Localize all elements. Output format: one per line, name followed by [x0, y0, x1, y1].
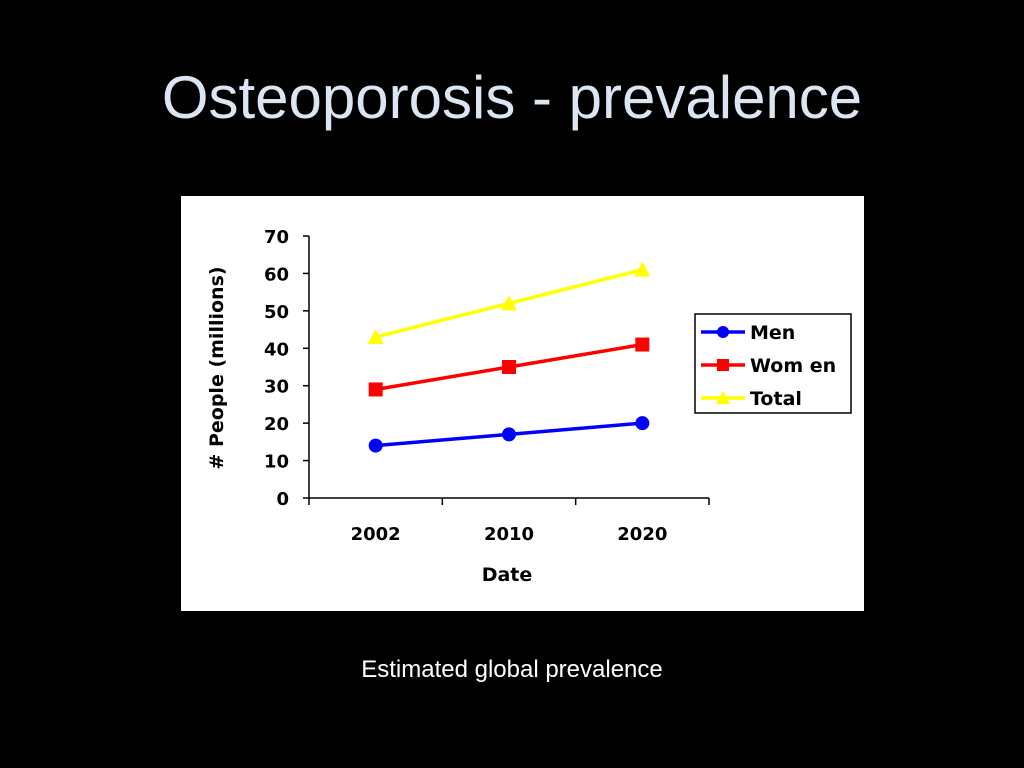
legend-entry-men: Men — [701, 322, 795, 344]
legend-entry-women: Wom en — [701, 355, 836, 377]
data-point-women — [368, 382, 383, 397]
data-point-men — [635, 416, 650, 431]
data-point-men — [502, 427, 516, 442]
y-tick-label: 20 — [264, 414, 289, 435]
y-tick-label: 30 — [264, 377, 289, 398]
legend-entry-total: Total — [701, 388, 802, 410]
data-point-total — [501, 295, 517, 311]
line-chart: 0 10 20 30 40 50 60 70 2002 2010 2020 # People (m… — [206, 227, 852, 586]
x-tick-label: 2020 — [617, 524, 667, 545]
x-axis: 2002 2010 2020 — [308, 497, 710, 545]
data-point-total — [634, 261, 651, 277]
y-tick-label: 40 — [264, 339, 289, 360]
chart-container: 0 10 20 30 40 50 60 70 2002 2010 2020 # People (m… — [181, 196, 864, 611]
series-men — [368, 416, 650, 453]
legend: Men Wom en Total — [694, 313, 852, 414]
y-tick-label: 50 — [264, 302, 289, 323]
legend-label-women: Wom en — [750, 355, 836, 377]
series-women — [368, 337, 650, 397]
series-total — [367, 261, 651, 345]
x-tick-label: 2002 — [351, 524, 401, 545]
y-tick-label: 70 — [264, 227, 289, 248]
slide-title: Osteoporosis - prevalence — [161, 64, 863, 131]
y-tick-label: 0 — [276, 489, 289, 510]
legend-marker-total — [716, 391, 730, 404]
legend-marker-women — [717, 359, 729, 371]
x-axis-label: Date — [482, 564, 533, 586]
y-tick-label: 60 — [264, 264, 289, 285]
data-point-men — [368, 438, 383, 453]
slide-caption: Estimated global prevalence — [361, 656, 663, 683]
y-axis: 0 10 20 30 40 50 60 70 — [264, 227, 310, 510]
data-point-women — [502, 360, 516, 374]
legend-label-total: Total — [750, 388, 802, 410]
data-point-women — [635, 337, 650, 352]
legend-marker-men — [717, 326, 729, 338]
data-point-total — [367, 329, 384, 345]
y-axis-label: # People (millions) — [206, 266, 228, 469]
x-tick-label: 2010 — [484, 524, 534, 545]
legend-label-men: Men — [750, 322, 795, 344]
series-layer — [367, 261, 651, 453]
y-tick-label: 10 — [264, 452, 289, 473]
